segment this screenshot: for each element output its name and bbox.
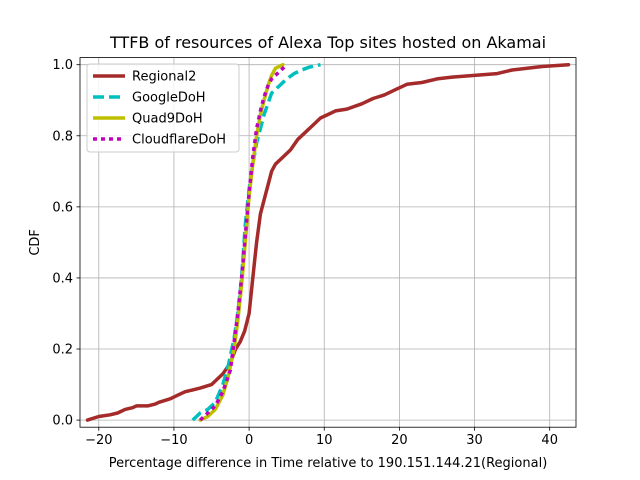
legend-label-regional2: Regional2	[132, 70, 196, 85]
x-tick-label: −10	[160, 433, 187, 448]
x-axis-label: Percentage difference in Time relative t…	[109, 456, 548, 471]
y-axis-label: CDF	[28, 229, 43, 256]
y-tick-label: 0.0	[52, 414, 73, 429]
x-tick-label: 40	[541, 433, 558, 448]
y-tick-label: 1.0	[52, 58, 73, 73]
y-tick-label: 0.4	[52, 271, 73, 286]
legend-label-cloudflaredoh: CloudflareDoH	[132, 133, 226, 148]
y-tick-label: 0.6	[52, 200, 73, 215]
x-tick-label: 0	[245, 433, 253, 448]
x-tick-label: 10	[316, 433, 333, 448]
legend-label-quad9doh: Quad9DoH	[132, 112, 203, 127]
y-tick-label: 0.8	[52, 129, 73, 144]
chart-title: TTFB of resources of Alexa Top sites hos…	[109, 33, 546, 52]
x-tick-label: −20	[85, 433, 112, 448]
legend-label-googledoh: GoogleDoH	[132, 91, 206, 106]
y-tick-label: 0.2	[52, 343, 73, 358]
x-tick-label: 30	[466, 433, 483, 448]
legend: Regional2 GoogleDoH Quad9DoH CloudflareDoH	[87, 64, 239, 152]
x-tick-label: 20	[391, 433, 408, 448]
